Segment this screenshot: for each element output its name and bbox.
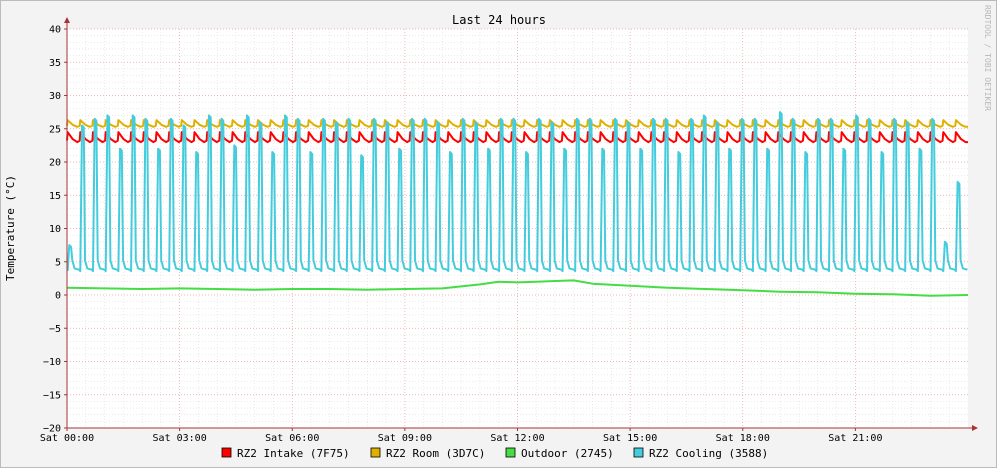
legend-label-2: Outdoor (2745) — [521, 447, 614, 460]
y-tick-label: −10 — [43, 357, 61, 368]
legend-swatch-3 — [633, 447, 644, 458]
chart-title: Last 24 hours — [452, 13, 546, 27]
series-line-3 — [66, 111, 968, 273]
x-tick-label: Sat 09:00 — [378, 433, 432, 444]
x-tick-label: Sat 18:00 — [716, 433, 770, 444]
axes — [64, 17, 978, 431]
y-axis-ticks: 40 35 30 25 20 15 10 5 0 −5 −10 −15 −20 — [43, 25, 61, 435]
legend-label-0: RZ2 Intake (7F75) — [237, 447, 350, 460]
y-tick-label: 25 — [49, 124, 61, 135]
x-tick-label: Sat 12:00 — [490, 433, 544, 444]
legend-swatch-1 — [370, 447, 381, 458]
y-tick-label: 0 — [55, 291, 61, 302]
y-tick-label: 20 — [49, 158, 61, 169]
x-tick-label: Sat 00:00 — [40, 433, 94, 444]
watermark-text: RRDTOOL / TOBI OETIKER — [983, 5, 992, 111]
y-tick-label: 40 — [49, 25, 61, 36]
y-tick-label: 30 — [49, 91, 61, 102]
x-tick-label: Sat 15:00 — [603, 433, 657, 444]
y-axis-arrow — [64, 17, 70, 23]
series-line-0 — [66, 131, 968, 144]
series-lines — [66, 111, 969, 297]
legend-label-3: RZ2 Cooling (3588) — [649, 447, 768, 460]
series-line-2 — [66, 279, 969, 297]
legend-label-1: RZ2 Room (3D7C) — [386, 447, 485, 460]
x-axis-arrow — [972, 425, 978, 431]
y-tick-label: −20 — [43, 424, 61, 435]
x-tick-label: Sat 06:00 — [265, 433, 319, 444]
x-axis-ticks: Sat 00:00 Sat 03:00 Sat 06:00 Sat 09:00 Sat … — [40, 433, 883, 444]
y-tick-label: 5 — [55, 257, 61, 268]
series-line-1 — [66, 119, 968, 128]
legend-swatch-0 — [221, 447, 232, 458]
y-tick-label: 10 — [49, 224, 61, 235]
legend: RZ2 Intake (7F75) RZ2 Room (3D7C) Outdoor … — [221, 447, 768, 460]
x-tick-label: Sat 21:00 — [828, 433, 882, 444]
y-tick-label: 15 — [49, 191, 61, 202]
y-tick-label: 35 — [49, 58, 61, 69]
y-tick-label: −15 — [43, 390, 61, 401]
y-axis-label: Temperature (°C) — [4, 175, 17, 281]
legend-swatch-2 — [505, 447, 516, 458]
x-tick-label: Sat 03:00 — [153, 433, 207, 444]
y-tick-label: −5 — [49, 324, 61, 335]
